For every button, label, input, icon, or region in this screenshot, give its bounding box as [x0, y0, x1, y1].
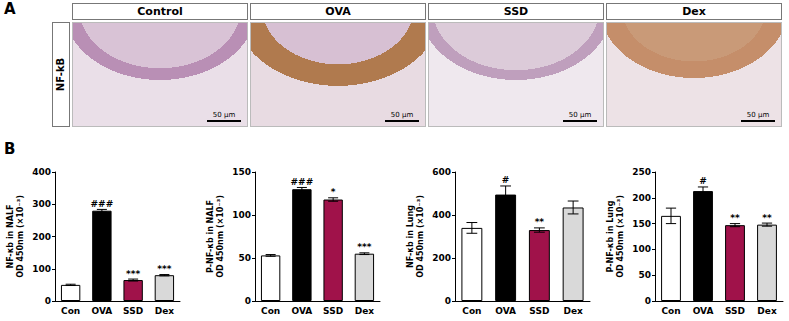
- html-text:50 μm: 50 μm: [746, 111, 770, 119]
- svg-text:***: ***: [126, 269, 140, 279]
- svg-text:Con: Con: [462, 306, 481, 316]
- svg-text:SSD: SSD: [323, 306, 343, 316]
- svg-text:###: ###: [91, 199, 114, 209]
- svg-text:0: 0: [445, 296, 451, 306]
- html-text:Dex: Dex: [682, 5, 706, 18]
- svg-text:P-NF-κb in NALF: P-NF-κb in NALF: [206, 200, 215, 273]
- svg-text:SSD: SSD: [529, 306, 549, 316]
- svg-text:Dex: Dex: [563, 306, 583, 316]
- svg-text:**: **: [535, 217, 545, 227]
- svg-text:Dex: Dex: [757, 306, 777, 316]
- svg-text:150: 150: [632, 219, 651, 229]
- svg-text:Dex: Dex: [355, 306, 375, 316]
- svg-text:**: **: [762, 213, 772, 223]
- svg-text:400: 400: [432, 210, 451, 220]
- html-text:SSD: SSD: [503, 5, 529, 18]
- svg-text:300: 300: [32, 199, 51, 209]
- svg-text:0: 0: [645, 296, 651, 306]
- svg-text:OVA: OVA: [693, 306, 714, 316]
- svg-text:600: 600: [432, 167, 451, 177]
- html-text:NF-kB: NF-kB: [55, 57, 67, 92]
- svg-text:200: 200: [632, 193, 651, 203]
- html-text:B: B: [4, 140, 16, 158]
- svg-text:400: 400: [32, 167, 51, 177]
- html-text:50 μm: 50 μm: [390, 111, 414, 119]
- svg-text:200: 200: [432, 253, 451, 263]
- svg-text:OD 450nm (×10⁻³): OD 450nm (×10⁻³): [616, 195, 625, 278]
- svg-text:#: #: [699, 176, 707, 186]
- svg-text:**: **: [730, 213, 740, 223]
- html-text:50 μm: 50 μm: [568, 111, 592, 119]
- svg-text:***: ***: [157, 264, 171, 274]
- svg-text:Con: Con: [261, 306, 280, 316]
- svg-text:OVA: OVA: [495, 306, 516, 316]
- svg-text:***: ***: [357, 242, 371, 252]
- html-text:Control: Control: [137, 5, 183, 18]
- svg-text:100: 100: [232, 210, 251, 220]
- svg-text:OD 450nm (×10⁻³): OD 450nm (×10⁻³): [16, 195, 25, 278]
- svg-text:200: 200: [32, 232, 51, 242]
- svg-text:0: 0: [45, 296, 51, 306]
- svg-text:0: 0: [245, 296, 251, 306]
- svg-text:100: 100: [632, 244, 651, 254]
- svg-text:150: 150: [232, 167, 251, 177]
- svg-text:OD 450nm (×10⁻³): OD 450nm (×10⁻³): [416, 195, 425, 278]
- svg-text:#: #: [502, 175, 510, 185]
- svg-text:OVA: OVA: [292, 306, 313, 316]
- svg-text:50: 50: [238, 253, 251, 263]
- svg-text:Dex: Dex: [155, 306, 175, 316]
- svg-text:*: *: [331, 187, 336, 197]
- html-text:A: A: [4, 0, 16, 18]
- svg-text:NF-κb in NALF: NF-κb in NALF: [6, 204, 15, 268]
- svg-text:Con: Con: [661, 306, 680, 316]
- svg-text:Con: Con: [61, 306, 80, 316]
- html-text:OVA: OVA: [325, 5, 351, 18]
- svg-text:SSD: SSD: [123, 306, 143, 316]
- svg-text:OVA: OVA: [92, 306, 113, 316]
- svg-text:SSD: SSD: [725, 306, 745, 316]
- svg-text:100: 100: [32, 264, 51, 274]
- svg-text:P-NF-κb in Lung: P-NF-κb in Lung: [606, 200, 615, 272]
- svg-text:50: 50: [638, 270, 651, 280]
- svg-text:NF-κb in Lung: NF-κb in Lung: [406, 205, 415, 268]
- svg-text:OD 450nm (×10⁻³): OD 450nm (×10⁻³): [216, 195, 225, 278]
- html-text:50 μm: 50 μm: [212, 111, 236, 119]
- svg-text:###: ###: [291, 177, 314, 187]
- svg-text:250: 250: [632, 167, 651, 177]
